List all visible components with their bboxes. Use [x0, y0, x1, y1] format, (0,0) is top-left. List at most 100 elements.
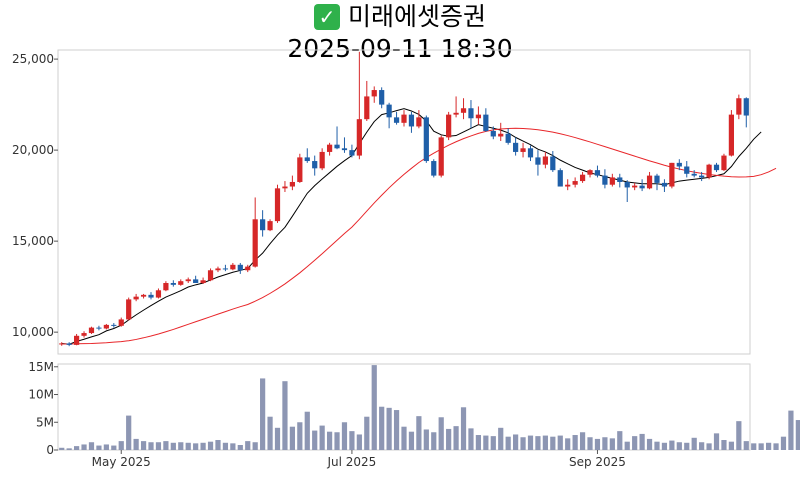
- candle: [520, 142, 526, 158]
- candle: [252, 197, 258, 268]
- candle: [66, 342, 72, 347]
- candle: [222, 264, 229, 272]
- volume-bar: [207, 441, 214, 450]
- candle: [341, 137, 348, 153]
- company-name: 미래에셋증권: [347, 2, 486, 31]
- candle: [118, 317, 124, 327]
- candle: [490, 126, 496, 140]
- candle: [475, 106, 482, 125]
- volume-bar: [304, 411, 310, 450]
- volume-bar: [103, 444, 109, 450]
- candle: [713, 162, 720, 172]
- volume-bar: [297, 422, 303, 450]
- candle-body: [111, 324, 117, 326]
- candle: [230, 262, 236, 271]
- volume-bar: [609, 438, 615, 450]
- volume-bar: [312, 430, 318, 450]
- candle-body: [349, 150, 355, 156]
- candle: [699, 171, 705, 182]
- volume-bar: [178, 442, 184, 450]
- volume-bar: [594, 438, 601, 450]
- candle: [326, 142, 333, 156]
- candle-body: [118, 319, 124, 326]
- check-mark-icon: ✓: [313, 4, 340, 30]
- volume-bar: [587, 437, 593, 450]
- candle-body: [468, 108, 474, 119]
- volume-bar: [200, 442, 206, 450]
- volume-bar: [602, 437, 608, 450]
- volume-bar: [289, 426, 295, 450]
- candle-body: [475, 114, 482, 119]
- volume-bar: [661, 442, 668, 450]
- candle: [386, 102, 392, 129]
- candle: [274, 184, 281, 223]
- volume-bar: [572, 435, 578, 450]
- candle: [438, 135, 444, 178]
- price-plot-frame: [57, 49, 751, 355]
- volume-bar: [326, 431, 333, 450]
- candle: [408, 111, 415, 133]
- candle-body: [453, 112, 459, 115]
- candle: [155, 288, 162, 299]
- candle: [170, 280, 176, 287]
- volume-y-tick-label: 5M: [36, 415, 54, 429]
- candle: [639, 179, 645, 192]
- candle: [59, 342, 65, 346]
- candle: [103, 323, 109, 330]
- volume-bar: [751, 443, 757, 450]
- candle-body: [535, 157, 541, 165]
- volume-bar: [126, 415, 132, 450]
- candle: [371, 86, 377, 103]
- candle-body: [66, 343, 72, 345]
- candle-body: [297, 157, 303, 182]
- volume-bar: [654, 441, 660, 450]
- volume-bar: [341, 422, 348, 450]
- candle-body: [73, 335, 80, 345]
- candle-body: [163, 283, 169, 291]
- candle: [721, 153, 727, 172]
- volume-bar: [780, 436, 787, 450]
- candle-body: [81, 333, 87, 336]
- candle-body: [632, 185, 638, 188]
- candle-body: [579, 174, 586, 182]
- volume-bar: [624, 441, 630, 450]
- price-y-tick-label: 20,000: [12, 143, 54, 157]
- volume-bar: [88, 442, 95, 450]
- candle-body: [691, 173, 697, 176]
- volume-bar: [706, 443, 712, 450]
- volume-bar: [274, 427, 281, 450]
- candle-body: [602, 175, 608, 185]
- candle-body: [609, 177, 615, 185]
- candle-body: [230, 264, 236, 270]
- candle-body: [736, 98, 742, 115]
- candle-body: [319, 151, 325, 169]
- volume-bar: [736, 421, 742, 450]
- volume-bar: [773, 443, 779, 450]
- volume-bar: [579, 432, 586, 450]
- candle: [632, 182, 638, 191]
- candle: [96, 325, 102, 331]
- volume-bar: [401, 426, 407, 450]
- candle: [654, 173, 660, 191]
- volume-bar: [513, 434, 519, 450]
- volume-bar: [728, 441, 735, 450]
- volume-bar: [483, 435, 489, 450]
- candle: [401, 110, 407, 127]
- volume-bar: [118, 441, 124, 450]
- candle: [446, 111, 452, 141]
- volume-bar: [148, 442, 154, 450]
- volume-bar: [795, 420, 800, 450]
- candle-body: [274, 188, 281, 222]
- candle-body: [178, 281, 184, 285]
- candle: [334, 126, 340, 150]
- candle: [617, 173, 623, 188]
- candle-body: [96, 327, 102, 329]
- moving-average-short-line: [61, 108, 762, 345]
- volume-bar: [245, 441, 251, 450]
- candle-body: [646, 175, 653, 189]
- candle: [587, 169, 593, 178]
- volume-bar: [691, 437, 697, 450]
- candle-body: [185, 279, 191, 282]
- volume-bar: [111, 445, 117, 450]
- volume-bar: [193, 443, 199, 450]
